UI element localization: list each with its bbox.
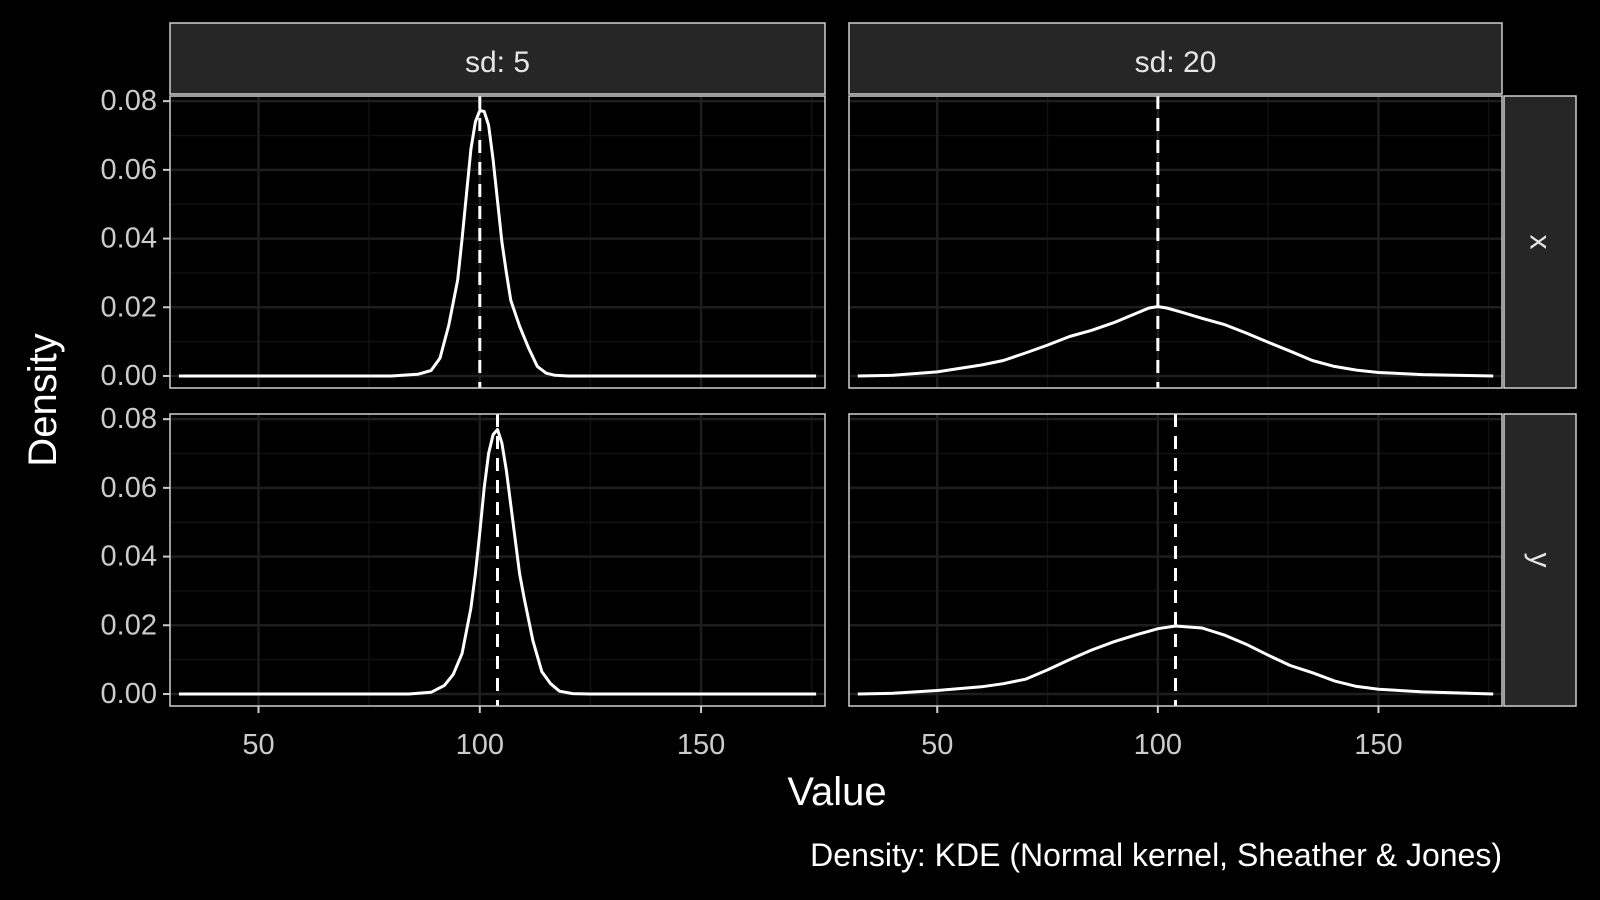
row-strip-1-bg — [1503, 95, 1577, 389]
x-tick-label: 150 — [1354, 729, 1402, 761]
panel-border — [848, 95, 1503, 389]
density-curve — [178, 108, 817, 378]
panel-border — [169, 95, 826, 389]
facet-strips: sd: 5 sd: 20 x y — [169, 22, 1577, 707]
column-strip-2-label: sd: 20 — [1135, 46, 1217, 79]
column-strip-1-label: sd: 5 — [465, 46, 530, 79]
y-tick-label: 0.06 — [101, 472, 157, 504]
y-tick-label: 0.02 — [101, 291, 157, 323]
y-tick-label: 0.04 — [101, 223, 157, 255]
column-strip-1-bg — [169, 22, 826, 95]
density-curve — [857, 624, 1494, 696]
density-curve — [857, 305, 1494, 378]
y-tick-label: 0.00 — [101, 360, 157, 392]
panel-2-2 — [848, 413, 1503, 707]
x-tick-label: 100 — [456, 729, 504, 761]
x-tick-label: 50 — [921, 729, 953, 761]
y-axis-title: Density — [21, 333, 65, 466]
y-tick-label: 0.00 — [101, 678, 157, 710]
panel-background — [170, 96, 825, 388]
panel-border — [169, 413, 826, 707]
axis-ticks: 0.00 0.02 0.04 0.06 0.08 0.00 0.02 0.04 0.06 0.08… — [101, 85, 1403, 761]
chart-caption: Density: KDE (Normal kernel, Sheather & … — [810, 837, 1502, 873]
y-tick-label: 0.08 — [101, 85, 157, 117]
density-curve — [178, 428, 817, 696]
x-tick-label: 50 — [242, 729, 274, 761]
row-strip-1-label: x — [1524, 235, 1557, 250]
x-axis-title: Value — [787, 770, 886, 814]
y-tick-label: 0.04 — [101, 541, 157, 573]
panel-1-1 — [169, 95, 826, 389]
panel-background — [849, 96, 1502, 388]
panel-2-1 — [848, 95, 1503, 389]
panel-border — [848, 413, 1503, 707]
x-tick-label: 150 — [677, 729, 725, 761]
y-tick-label: 0.08 — [101, 403, 157, 435]
panel-1-2 — [169, 413, 826, 707]
y-tick-label: 0.02 — [101, 609, 157, 641]
x-tick-label: 100 — [1134, 729, 1182, 761]
row-strip-2-label: y — [1524, 553, 1557, 568]
facet-panels — [169, 95, 1503, 707]
column-strip-2-bg — [848, 22, 1503, 95]
y-tick-label: 0.06 — [101, 154, 157, 186]
row-strip-2-bg — [1503, 413, 1577, 707]
